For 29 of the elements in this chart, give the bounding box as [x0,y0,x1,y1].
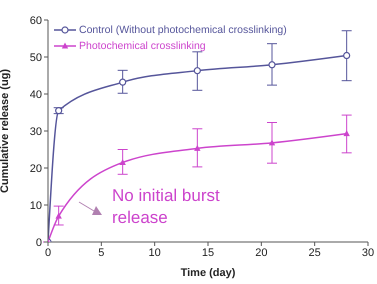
x-tick-label: 10 [148,246,161,259]
legend-label: Photochemical crosslinking [79,39,206,54]
x-tick-label: 25 [308,246,321,259]
y-tick-label: 50 [30,52,42,64]
point [55,107,62,114]
annotation: No initial burst release [112,184,221,229]
point [55,212,62,219]
point [268,61,276,68]
point [343,52,350,60]
point [119,158,126,165]
legend-label: Control (Without photochemical crosslinking) [79,23,287,38]
point [268,139,276,146]
y-tick-label: 40 [30,88,42,101]
y-tick-label: 60 [30,14,42,27]
x-axis-title: Time (day) [180,267,236,279]
point [343,130,350,136]
point [194,144,201,151]
x-tick-label: 0 [44,246,52,259]
point [119,78,126,86]
x-tick-label: 5 [98,246,104,259]
point [194,67,201,74]
y-tick-label: 10 [30,200,42,212]
y-axis-title: Cumulative release (ug) [0,68,11,194]
x-tick-label: 30 [362,246,374,259]
y-tick-label: 0 [36,236,42,249]
y-tick-label: 20 [30,162,42,175]
x-tick-label: 15 [202,246,214,259]
y-tick-label: 30 [30,126,42,138]
x-tick-label: 20 [255,246,268,259]
